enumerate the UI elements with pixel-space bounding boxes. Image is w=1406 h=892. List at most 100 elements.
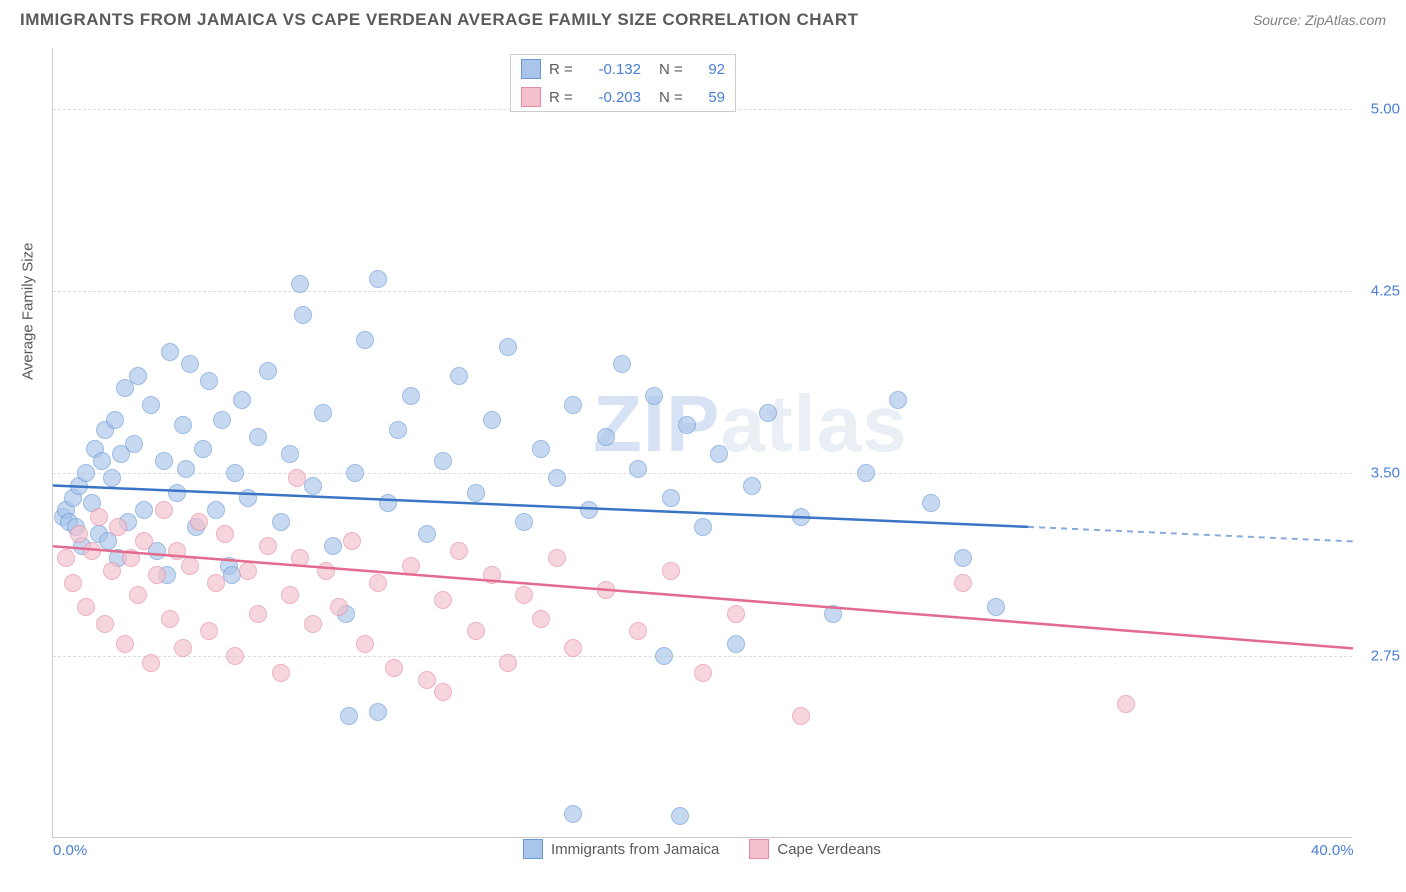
data-point xyxy=(207,501,225,519)
data-point xyxy=(356,635,374,653)
data-point xyxy=(369,574,387,592)
data-point xyxy=(57,549,75,567)
gridline xyxy=(53,656,1352,657)
data-point xyxy=(83,542,101,560)
data-point xyxy=(181,557,199,575)
data-point xyxy=(385,659,403,677)
data-point xyxy=(434,591,452,609)
data-point xyxy=(343,532,361,550)
source-label: Source: ZipAtlas.com xyxy=(1253,12,1386,28)
data-point xyxy=(369,703,387,721)
data-point xyxy=(174,639,192,657)
data-point xyxy=(272,664,290,682)
data-point xyxy=(645,387,663,405)
data-point xyxy=(272,513,290,531)
data-point xyxy=(499,338,517,356)
stat-row: R =-0.132N =92 xyxy=(511,55,735,83)
data-point xyxy=(548,549,566,567)
data-point xyxy=(181,355,199,373)
data-point xyxy=(889,391,907,409)
data-point xyxy=(216,525,234,543)
watermark: ZIPatlas xyxy=(593,378,908,470)
data-point xyxy=(564,805,582,823)
data-point xyxy=(922,494,940,512)
data-point xyxy=(304,477,322,495)
data-point xyxy=(629,460,647,478)
data-point xyxy=(226,464,244,482)
data-point xyxy=(109,518,127,536)
data-point xyxy=(515,586,533,604)
x-tick-label: 40.0% xyxy=(1311,842,1354,859)
data-point xyxy=(379,494,397,512)
data-point xyxy=(402,387,420,405)
y-tick-label: 3.50 xyxy=(1371,465,1400,482)
data-point xyxy=(532,610,550,628)
data-point xyxy=(142,654,160,672)
data-point xyxy=(356,331,374,349)
data-point xyxy=(77,598,95,616)
data-point xyxy=(402,557,420,575)
data-point xyxy=(857,464,875,482)
data-point xyxy=(499,654,517,672)
data-point xyxy=(142,396,160,414)
data-point xyxy=(190,513,208,531)
stats-legend-box: R =-0.132N =92R =-0.203N =59 xyxy=(510,54,736,112)
data-point xyxy=(106,411,124,429)
data-point xyxy=(161,343,179,361)
data-point xyxy=(483,411,501,429)
stat-n-label: N = xyxy=(659,61,687,78)
data-point xyxy=(135,532,153,550)
data-point xyxy=(226,647,244,665)
data-point xyxy=(233,391,251,409)
data-point xyxy=(168,484,186,502)
stat-n-value: 59 xyxy=(695,89,725,106)
data-point xyxy=(564,639,582,657)
legend-swatch xyxy=(521,87,541,107)
data-point xyxy=(532,440,550,458)
data-point xyxy=(434,683,452,701)
data-point xyxy=(148,566,166,584)
data-point xyxy=(662,562,680,580)
data-point xyxy=(792,707,810,725)
data-point xyxy=(662,489,680,507)
stat-r-label: R = xyxy=(549,89,577,106)
stat-r-value: -0.203 xyxy=(585,89,641,106)
data-point xyxy=(694,518,712,536)
data-point xyxy=(294,306,312,324)
data-point xyxy=(483,566,501,584)
data-point xyxy=(467,622,485,640)
data-point xyxy=(678,416,696,434)
data-point xyxy=(129,367,147,385)
data-point xyxy=(759,404,777,422)
data-point xyxy=(613,355,631,373)
data-point xyxy=(213,411,231,429)
data-point xyxy=(288,469,306,487)
stat-r-value: -0.132 xyxy=(585,61,641,78)
legend-swatch xyxy=(749,839,769,859)
data-point xyxy=(629,622,647,640)
data-point xyxy=(671,807,689,825)
regression-lines xyxy=(53,48,1353,838)
data-point xyxy=(291,549,309,567)
gridline xyxy=(53,473,1352,474)
data-point xyxy=(727,635,745,653)
data-point xyxy=(597,428,615,446)
data-point xyxy=(90,508,108,526)
data-point xyxy=(792,508,810,526)
data-point xyxy=(1117,695,1135,713)
y-tick-label: 2.75 xyxy=(1371,647,1400,664)
data-point xyxy=(324,537,342,555)
y-axis-label: Average Family Size xyxy=(20,243,37,380)
legend-label: Immigrants from Jamaica xyxy=(551,841,719,858)
data-point xyxy=(200,622,218,640)
data-point xyxy=(125,435,143,453)
y-tick-label: 5.00 xyxy=(1371,100,1400,117)
data-point xyxy=(580,501,598,519)
data-point xyxy=(727,605,745,623)
x-tick-label: 0.0% xyxy=(53,842,87,859)
data-point xyxy=(177,460,195,478)
data-point xyxy=(116,635,134,653)
data-point xyxy=(239,489,257,507)
data-point xyxy=(434,452,452,470)
legend-label: Cape Verdeans xyxy=(777,841,880,858)
